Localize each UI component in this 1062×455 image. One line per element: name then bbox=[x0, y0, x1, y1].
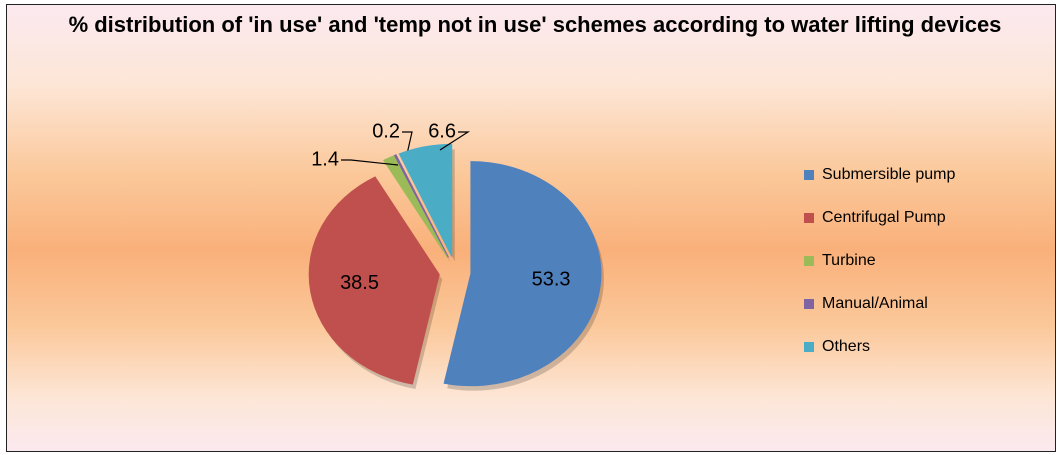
legend-swatch bbox=[804, 170, 814, 180]
legend-label: Others bbox=[822, 338, 870, 355]
data-label: 53.3 bbox=[532, 268, 571, 290]
data-label: 0.2 bbox=[372, 120, 400, 142]
pie-slice bbox=[443, 161, 602, 387]
legend-label: Submersible pump bbox=[822, 166, 956, 183]
legend-swatch bbox=[804, 213, 814, 223]
legend-swatch bbox=[804, 256, 814, 266]
legend-label: Centrifugal Pump bbox=[822, 209, 946, 226]
legend-label: Manual/Animal bbox=[822, 295, 928, 312]
pie-slice bbox=[382, 155, 449, 259]
pie-slice bbox=[308, 176, 440, 385]
pie-slice bbox=[398, 143, 453, 257]
leader-line bbox=[439, 131, 471, 151]
legend-swatch bbox=[804, 299, 814, 309]
data-label: 6.6 bbox=[428, 120, 456, 142]
data-label: 38.5 bbox=[340, 272, 379, 294]
legend-swatch bbox=[804, 342, 814, 352]
legend-label: Turbine bbox=[822, 252, 876, 269]
pie-slice bbox=[393, 154, 449, 258]
leader-line bbox=[341, 159, 399, 166]
data-label: 1.4 bbox=[311, 148, 339, 170]
chart-title: % distribution of 'in use' and 'temp not… bbox=[68, 12, 1002, 37]
